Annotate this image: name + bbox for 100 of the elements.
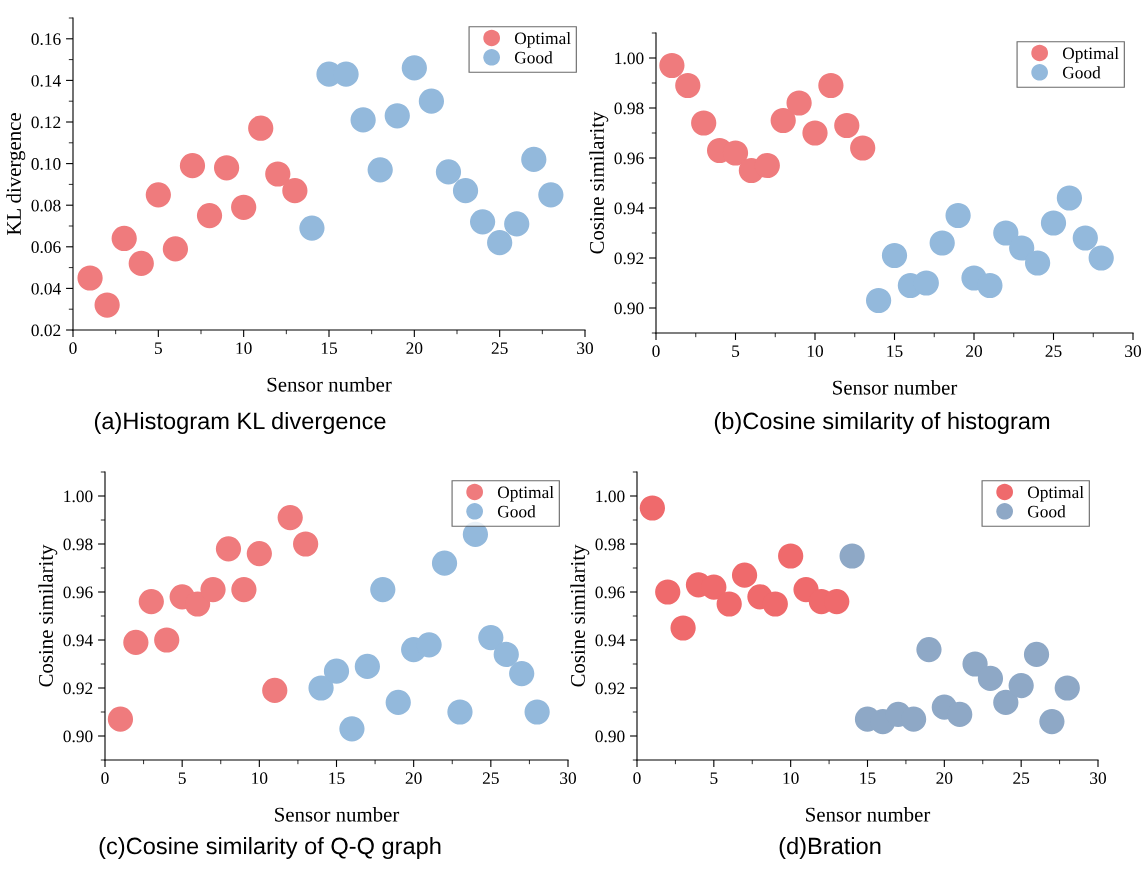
point [977, 665, 1004, 692]
x-tick-label: 5 [178, 772, 186, 785]
y-tick-label: 0.94 [63, 634, 93, 647]
y-axis-title: KL divergence [6, 113, 26, 236]
y-tick-label: 0.98 [595, 538, 625, 551]
y-tick-label: 0.08 [31, 199, 61, 212]
x-tick-label: 5 [710, 772, 718, 785]
point [504, 211, 530, 237]
point [929, 230, 955, 256]
text: (d)Bration [779, 836, 881, 859]
point [215, 536, 242, 562]
point [1040, 210, 1067, 236]
point [469, 209, 496, 235]
legend-label: Good [514, 51, 553, 64]
y-tick-label: 1.00 [64, 490, 93, 503]
point [834, 112, 860, 139]
x-tick-label: 30 [1125, 345, 1142, 358]
point [179, 153, 206, 179]
x-axis-title: Sensor number [275, 806, 400, 822]
point [350, 107, 376, 133]
x-tick-label: 25 [491, 342, 508, 355]
legend-label: Optimal [497, 485, 554, 502]
x-axis-title: Sensor number [806, 806, 931, 822]
legend-label: Good [1027, 505, 1066, 518]
y-tick-label: 0.14 [31, 74, 61, 87]
x-axis-title: Sensor number [833, 379, 958, 395]
point [900, 706, 927, 732]
point [293, 531, 319, 557]
legend-label: Good [1062, 66, 1101, 79]
point [778, 543, 804, 569]
point [401, 55, 427, 81]
point [385, 689, 411, 716]
x-tick-label: 15 [321, 342, 337, 355]
point [839, 543, 865, 569]
y-tick-label: 0.96 [614, 152, 644, 165]
y-tick-label: 0.92 [63, 682, 93, 695]
point [128, 250, 154, 277]
point [524, 699, 550, 725]
x-tick-label: 25 [482, 772, 499, 785]
point [802, 120, 828, 146]
point [384, 103, 410, 129]
point [299, 215, 325, 241]
legend-label: Optimal [1027, 485, 1084, 502]
point [731, 562, 758, 588]
x-tick-label: 0 [633, 772, 641, 785]
point [762, 591, 788, 617]
x-tick-label: 10 [783, 772, 799, 785]
point [691, 110, 717, 136]
point [493, 641, 519, 668]
point [881, 242, 908, 269]
point [716, 591, 742, 617]
point [111, 225, 137, 252]
point [770, 107, 796, 134]
y-tick-label: 0.92 [595, 682, 625, 695]
x-tick-label: 15 [860, 772, 876, 785]
point [262, 677, 288, 704]
point [818, 72, 844, 99]
point [77, 265, 103, 291]
point [509, 660, 535, 687]
point [754, 152, 780, 179]
point [435, 159, 462, 185]
point [639, 495, 665, 521]
x-tick-label: 10 [807, 345, 824, 358]
point [1056, 185, 1083, 211]
text: (b)Cosine similarity of histogram [714, 411, 1050, 434]
point [1088, 245, 1114, 271]
x-tick-label: 5 [732, 345, 740, 358]
point [200, 576, 226, 603]
x-tick-label: 20 [936, 772, 953, 785]
y-tick-label: 1.00 [615, 52, 644, 65]
point [1023, 641, 1050, 668]
point [184, 591, 211, 617]
y-tick-label: 0.10 [31, 158, 61, 170]
point [138, 588, 164, 615]
legend-label: Optimal [514, 31, 571, 48]
y-tick-label: 0.06 [31, 241, 61, 254]
y-axis-title: Cosine similarity [570, 544, 590, 687]
point [945, 202, 971, 229]
point [701, 574, 727, 600]
point [487, 230, 513, 256]
point [323, 658, 350, 684]
point [977, 272, 1003, 299]
point [786, 90, 812, 116]
point [418, 88, 445, 114]
y-tick-label: 0.92 [614, 252, 644, 265]
y-tick-label: 0.98 [63, 538, 93, 551]
point [231, 576, 257, 603]
x-tick-label: 5 [155, 342, 162, 355]
point [370, 576, 396, 603]
point [655, 579, 681, 605]
point [993, 220, 1019, 246]
point [246, 540, 272, 567]
point [1008, 672, 1034, 699]
legend-label: Good [497, 505, 536, 518]
point [367, 157, 393, 183]
x-tick-label: 15 [887, 345, 903, 358]
point [962, 651, 988, 677]
y-tick-label: 0.94 [614, 202, 644, 215]
x-tick-label: 30 [1090, 772, 1107, 785]
point [162, 236, 189, 262]
